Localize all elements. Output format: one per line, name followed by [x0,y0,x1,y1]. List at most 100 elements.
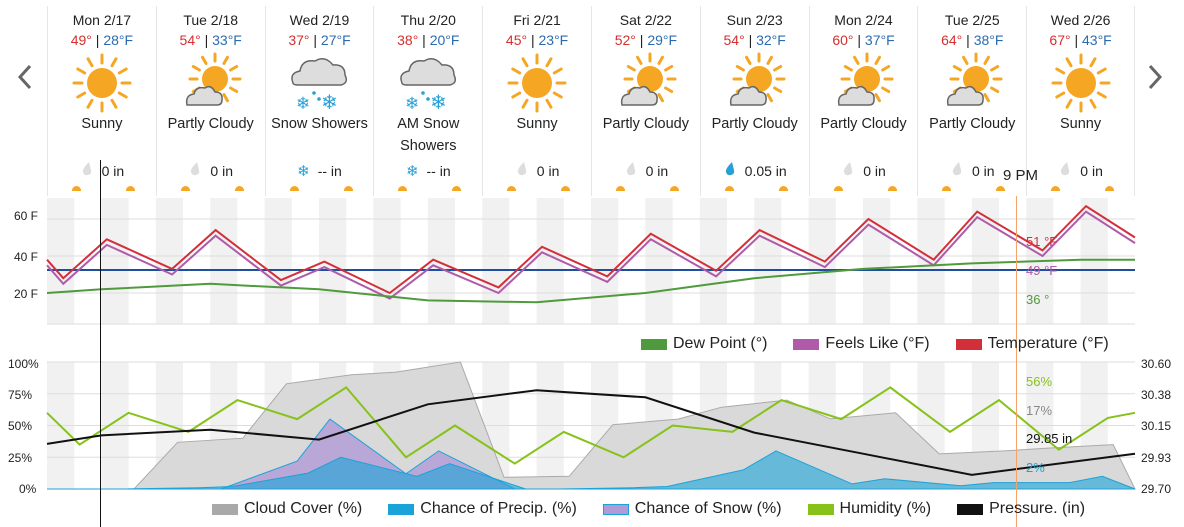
atmos-y-right-tick: 30.15 [1141,419,1172,433]
high-temp: 45° [505,32,528,48]
sunrise-icon [398,186,408,191]
humidity-line [46,386,1136,465]
svg-text:❄: ❄ [430,90,447,114]
day-column[interactable]: Fri 2/21 45° | 23°F Sunny 0 in [482,6,591,196]
snowflake-icon: ❄ [297,162,310,180]
day-temps: 38° | 20°F [374,31,482,49]
partly-cloudy-icon [940,51,1004,115]
atmos-y-left-tick: 0% [19,482,37,496]
day-column[interactable]: Mon 2/17 49° | 28°F Sunny 0 in [47,6,156,196]
current-time-line [1016,196,1017,527]
high-temp: 64° [941,32,963,48]
day-column[interactable]: Thu 2/20 38° | 20°F ❄ ❄ AM Snow Showers ❄ -- i… [373,6,482,196]
temp-separator: | [418,32,430,48]
atmos-y-left-tick: 75% [8,388,33,402]
atmos-y-left-tick: 25% [8,451,33,465]
precip-value: 0 in [971,163,995,179]
chevron-right-icon [1148,64,1163,90]
feels-like-line [46,210,1136,300]
legend-item[interactable]: Feels Like (°F) [793,335,930,353]
sun-indicators [374,186,482,196]
day-label: Thu 2/20 [400,12,456,28]
day-column[interactable]: Tue 2/18 54° | 33°F Partly Cloudy 0 in [155,6,265,196]
day-temps: 60° | 37°F [810,31,918,49]
day-column[interactable]: Wed 2/19 37° | 27°F ❄ ❄ Snow Showers ❄ -- in [264,6,374,196]
high-temp: 52° [614,32,636,48]
low-temp: 43°F [1082,32,1112,48]
day-label: Fri 2/21 [513,12,561,28]
day-label: Sat 2/22 [619,12,672,28]
precip-value: 0 in [1080,163,1103,179]
atmos-legend: Cloud Cover (%) Chance of Precip. (%) Ch… [212,500,1085,518]
sunny-icon [1049,51,1113,115]
raindrop-icon [624,161,638,182]
day-column[interactable]: Sat 2/22 52° | 29°F Partly Cloudy 0 in [590,6,700,196]
legend-swatch [807,503,834,515]
temp-separator: | [91,32,104,48]
day-column[interactable]: Tue 2/25 64° | 38°F Partly Cloudy 0 in [917,6,1026,196]
sun-indicators [1027,186,1134,196]
previous-days-button[interactable] [14,62,38,92]
legend-label: Chance of Precip. (%) [420,500,577,517]
temp-separator: | [527,32,539,48]
snow-icon: ❄ ❄ [287,51,351,115]
day-temps: 52° | 29°F [592,31,700,49]
temp-separator: | [200,32,213,48]
night-band [699,198,727,324]
day-column[interactable]: Sun 2/23 54° | 32°F Partly Cloudy 0.05 in [699,6,809,196]
day-temps: 54° | 33°F [157,31,265,49]
precip-chance-area [47,450,1136,490]
precip-amount: ❄ -- in [266,161,374,181]
legend-item[interactable]: Temperature (°F) [955,335,1109,353]
temp-separator: | [1070,32,1082,48]
precip-amount: 0 in [157,161,265,181]
low-temp: 28°F [103,32,134,48]
low-temp: 20°F [429,32,460,48]
high-temp: 49° [70,32,92,48]
low-temp: 29°F [647,32,678,48]
legend-item[interactable]: Dew Point (°) [641,335,767,353]
sunrise-icon [507,186,517,191]
raindrop-icon [950,161,964,182]
legend-item[interactable]: Humidity (%) [807,500,932,518]
hover-cursor-line [100,160,101,527]
atmos-y-right-tick: 30.60 [1141,357,1172,371]
day-label: Tue 2/25 [944,12,1000,28]
legend-label: Humidity (%) [839,500,932,517]
day-temps: 49° | 28°F [48,31,156,49]
high-temp: 54° [179,32,201,48]
snowflake-icon: ❄ [405,162,419,180]
sun-indicators [48,186,156,196]
night-band [319,198,347,324]
day-temps: 37° | 27°F [266,31,374,49]
legend-item[interactable]: Chance of Precip. (%) [388,500,577,518]
legend-label: Temperature (°F) [987,335,1109,352]
precip-value: -- in [426,163,451,179]
day-column[interactable]: Mon 2/24 60° | 37°F Partly Cloudy 0 in [808,6,918,196]
pressure-line [46,389,1136,476]
legend-swatch [955,338,982,350]
precip-value: 0 in [645,163,669,179]
tooltip-humidity: 56% [1026,374,1053,389]
night-band [101,198,129,324]
legend-label: Dew Point (°) [673,335,768,352]
precip-amount: 0 in [592,161,700,181]
precip-value: 0 in [101,163,125,179]
night-band [47,198,75,324]
legend-swatch [641,338,667,350]
raindrop-icon [515,161,529,182]
precip-value: -- in [317,163,342,179]
dew-point-line [46,258,1135,304]
legend-item[interactable]: Cloud Cover (%) [212,500,362,518]
day-column[interactable]: Wed 2/26 67° | 43°F Sunny 0 in [1026,6,1135,196]
condition-text: Sunny [1060,116,1102,132]
legend-item[interactable]: Pressure. (in) [957,500,1085,518]
next-days-button[interactable] [1142,62,1166,92]
legend-item[interactable]: Chance of Snow (%) [602,500,782,518]
day-label: Sun 2/23 [726,12,783,28]
sun-indicators [918,186,1026,196]
condition-text: AM Snow Showers [397,116,460,154]
sunrise-icon [72,186,81,191]
sunrise-icon [615,186,625,191]
